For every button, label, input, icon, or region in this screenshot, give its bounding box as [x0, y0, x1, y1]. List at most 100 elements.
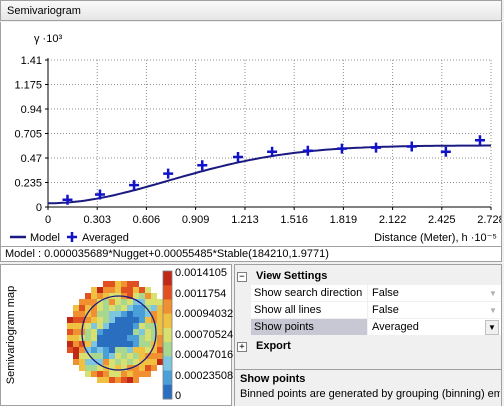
legend-color-swatch: [163, 299, 172, 314]
map-cell: [121, 353, 127, 359]
property-row-show-all-lines[interactable]: Show all lines False ▼: [251, 302, 501, 319]
map-cell: [127, 335, 133, 341]
map-cell: [97, 353, 103, 359]
map-cell: [91, 323, 97, 329]
map-cell: [85, 293, 91, 299]
map-legend-value: 0.00094032: [175, 308, 233, 320]
expand-icon[interactable]: +: [237, 342, 247, 352]
y-tick-label: 0: [36, 202, 42, 214]
map-cell: [121, 359, 127, 365]
property-row-show-search-direction[interactable]: Show search direction False ▼: [251, 285, 501, 302]
map-cell: [139, 311, 145, 317]
map-cell: [109, 281, 115, 287]
dropdown-arrow-icon[interactable]: ▼: [485, 320, 499, 335]
semivariogram-map-panel: Semivariogram map 0.0014105 0.0011754 0.00…: [0, 264, 232, 406]
map-cell: [115, 329, 121, 335]
column-divider: [367, 319, 368, 336]
property-value[interactable]: False: [372, 304, 399, 316]
map-cell: [151, 305, 157, 311]
x-tick-label: 2.728: [477, 214, 501, 226]
map-cell: [73, 323, 79, 329]
map-cell: [109, 287, 115, 293]
property-row-show-points[interactable]: Show points Averaged ▼: [251, 319, 501, 336]
averaged-point: [197, 160, 207, 170]
map-cell: [133, 353, 139, 359]
map-cell: [97, 311, 103, 317]
model-formula-text: Model : 0.000035689*Nugget+0.00055485*St…: [5, 248, 329, 260]
averaged-point: [441, 147, 451, 157]
map-cell: [133, 317, 139, 323]
map-cell: [127, 317, 133, 323]
map-cell: [85, 335, 91, 341]
model-curve: [48, 146, 491, 204]
map-cell: [127, 359, 133, 365]
map-cell: [73, 353, 79, 359]
map-cell: [97, 341, 103, 347]
legend-averaged-swatch: [67, 232, 77, 242]
map-cell: [121, 311, 127, 317]
map-cell: [127, 281, 133, 287]
map-cell: [121, 371, 127, 377]
map-cell: [151, 359, 157, 365]
map-cell: [109, 317, 115, 323]
map-cell: [139, 329, 145, 335]
x-tick-label: 0.606: [133, 214, 161, 226]
category-view-settings[interactable]: − View Settings: [235, 268, 501, 285]
map-cell: [127, 323, 133, 329]
map-cell: [127, 377, 133, 383]
map-cell: [79, 365, 85, 371]
map-cell: [139, 353, 145, 359]
map-cell: [145, 329, 151, 335]
map-cell: [121, 299, 127, 305]
map-cell: [91, 347, 97, 353]
legend-color-swatch: [163, 314, 172, 329]
x-tick-label: 0.909: [182, 214, 210, 226]
map-cell: [139, 347, 145, 353]
map-cell: [133, 377, 139, 383]
map-cell: [109, 359, 115, 365]
map-cell: [103, 353, 109, 359]
map-cell: [85, 371, 91, 377]
map-cell: [103, 305, 109, 311]
map-cell: [103, 281, 109, 287]
map-cell: [103, 329, 109, 335]
map-cell: [79, 305, 85, 311]
map-cell: [103, 317, 109, 323]
map-cell: [109, 329, 115, 335]
property-value[interactable]: Averaged: [372, 321, 419, 333]
map-cell: [145, 287, 151, 293]
category-export[interactable]: + Export: [235, 338, 501, 355]
map-cell: [139, 317, 145, 323]
map-cell: [139, 335, 145, 341]
y-tick-label: 1.175: [14, 80, 42, 92]
map-cell: [157, 335, 163, 341]
map-cell: [133, 347, 139, 353]
map-cell: [103, 287, 109, 293]
map-cell: [79, 353, 85, 359]
map-cell: [73, 305, 79, 311]
x-tick-label: 0: [45, 214, 51, 226]
property-name: Show all lines: [254, 304, 321, 316]
map-cell: [109, 377, 115, 383]
map-cell: [145, 365, 151, 371]
dropdown-arrow-icon[interactable]: ▼: [487, 304, 499, 317]
property-value[interactable]: False: [372, 287, 399, 299]
map-cell: [109, 305, 115, 311]
map-cell: [151, 365, 157, 371]
map-cell: [115, 311, 121, 317]
map-cell: [109, 347, 115, 353]
map-cell: [91, 287, 97, 293]
map-cell: [73, 329, 79, 335]
map-cell: [115, 371, 121, 377]
map-cell: [97, 293, 103, 299]
map-cell: [133, 323, 139, 329]
collapse-icon[interactable]: −: [237, 272, 247, 282]
map-cell: [109, 353, 115, 359]
dropdown-arrow-icon[interactable]: ▼: [487, 287, 499, 300]
map-cell: [85, 323, 91, 329]
map-cell: [115, 347, 121, 353]
y-tick-label: 0.235: [14, 178, 42, 190]
semivariogram-title-bar: Semivariogram: [0, 0, 502, 21]
x-tick-label: 1.516: [280, 214, 308, 226]
map-cell: [79, 359, 85, 365]
